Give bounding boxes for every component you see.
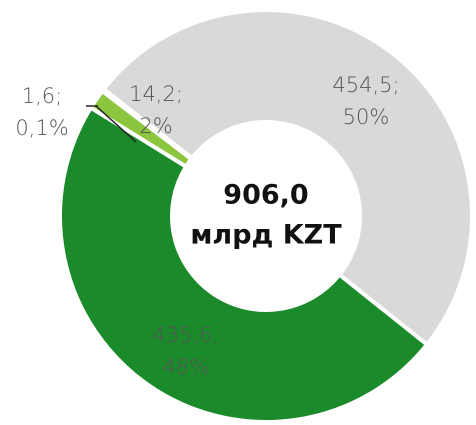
donut-slice xyxy=(58,104,430,424)
center-value: 906,0 xyxy=(223,180,308,211)
percent-label: 50% xyxy=(343,105,390,129)
value-label: 1,6; xyxy=(22,84,62,108)
value-label: 14,2; xyxy=(129,82,183,106)
value-label: 454,5; xyxy=(332,73,399,97)
leader-line xyxy=(95,105,137,143)
donut-slice xyxy=(100,7,475,348)
percent-label: 2% xyxy=(139,114,172,138)
percent-label: 48% xyxy=(163,355,210,379)
center-unit: млрд KZT xyxy=(190,220,342,251)
value-label: 435,6; xyxy=(152,323,219,347)
donut-slice xyxy=(99,86,195,162)
percent-label: 0,1% xyxy=(15,116,68,140)
